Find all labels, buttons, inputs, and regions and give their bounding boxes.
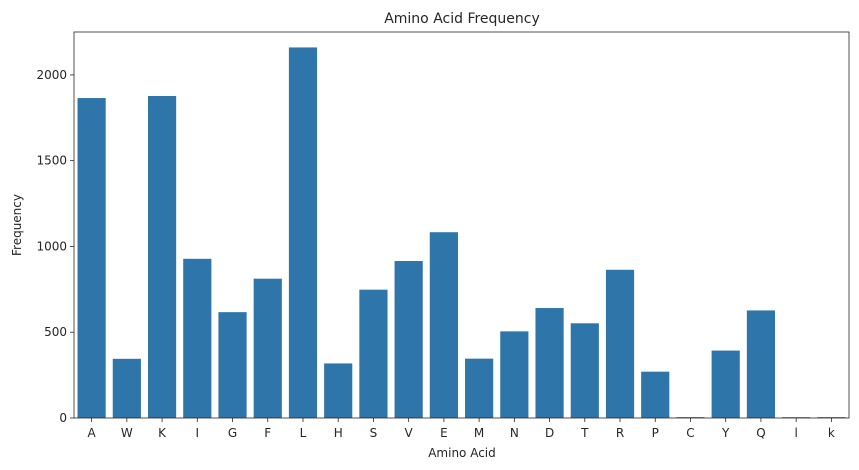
chart-title: Amino Acid Frequency	[384, 11, 540, 27]
x-tick-label: R	[616, 426, 624, 440]
bar-G	[218, 312, 247, 418]
bar-H	[324, 363, 353, 418]
x-tick-label: F	[264, 426, 271, 440]
bar-k	[817, 417, 846, 418]
bar-Q	[746, 310, 776, 418]
x-tick-label: H	[334, 426, 343, 440]
x-tick-label: V	[405, 426, 414, 440]
x-tick-label: P	[652, 426, 659, 440]
bar-S	[359, 289, 388, 418]
bar-D	[535, 308, 564, 418]
x-tick-label: T	[580, 426, 589, 440]
bar-P	[641, 371, 670, 418]
x-tick-label: k	[828, 426, 835, 440]
x-tick-label: G	[228, 426, 237, 440]
x-tick-label: I	[196, 426, 200, 440]
bar-Y	[711, 350, 740, 418]
x-tick-label: S	[370, 426, 378, 440]
bar-W	[112, 358, 141, 418]
y-tick-label: 500	[44, 325, 67, 339]
bar-R	[605, 269, 635, 418]
bar-F	[253, 278, 282, 418]
bar-L	[288, 47, 318, 418]
x-tick-label: A	[88, 426, 97, 440]
x-tick-label: D	[545, 426, 554, 440]
bar-T	[570, 323, 599, 418]
x-axis-label: Amino Acid	[428, 446, 496, 460]
x-tick-label: C	[686, 426, 694, 440]
bar-E	[429, 232, 458, 418]
bar-I	[183, 258, 212, 418]
y-tick-label: 1000	[36, 239, 67, 253]
y-axis-label: Frequency	[10, 194, 24, 256]
bar-V	[394, 261, 423, 418]
y-tick-label: 2000	[36, 68, 67, 82]
y-tick-label: 0	[59, 411, 67, 425]
x-tick-label: N	[510, 426, 519, 440]
bar-K	[147, 95, 177, 418]
x-tick-label: l	[794, 426, 797, 440]
y-tick-label: 1500	[36, 154, 67, 168]
x-tick-label: L	[300, 426, 307, 440]
x-tick-label: E	[440, 426, 448, 440]
plot-frame	[73, 31, 850, 419]
bar-N	[500, 331, 529, 418]
bar-M	[465, 358, 494, 418]
x-tick-label: Q	[756, 426, 765, 440]
bar-A	[77, 98, 106, 418]
x-tick-label: W	[121, 426, 133, 440]
x-tick-label: Y	[721, 426, 730, 440]
x-tick-label: M	[474, 426, 484, 440]
bar-C	[676, 417, 705, 418]
x-tick-label: K	[158, 426, 167, 440]
